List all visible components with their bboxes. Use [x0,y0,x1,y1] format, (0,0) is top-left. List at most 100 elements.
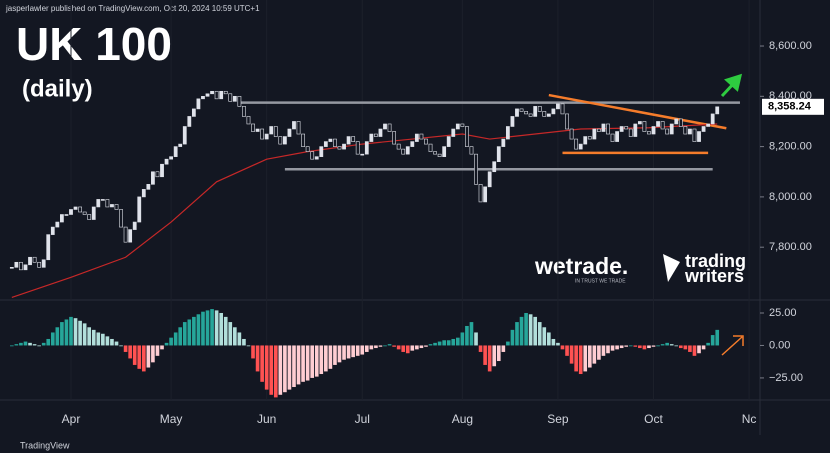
candle [119,209,123,228]
histogram-bar [533,316,538,346]
candle [355,141,360,155]
candle [310,151,315,160]
candle [392,131,397,145]
candle [28,256,32,266]
histogram-bar [210,309,214,346]
candle [255,128,260,132]
candle [360,153,365,156]
candle [219,90,224,100]
histogram-bar [178,327,183,346]
histogram-bar [173,332,178,346]
histogram-bar [260,345,264,382]
histogram-bar [23,341,28,346]
candle [242,106,246,117]
candle [706,123,711,127]
histogram-bar [688,345,692,352]
histogram-bar [264,345,269,390]
candle [465,126,469,147]
candle [505,126,510,140]
histogram-bar [560,345,565,350]
histogram-bar [310,345,315,378]
histogram-bar [55,327,60,346]
histogram-bar [278,345,283,395]
histogram-bar [674,345,679,347]
candle [519,108,524,112]
histogram-bar [251,345,255,359]
histogram-bar [201,311,205,346]
histogram-bar [228,322,233,346]
candle [59,214,64,223]
histogram-bar [651,345,656,347]
x-tick-label: May [160,412,183,426]
histogram-bar [574,345,578,372]
histogram-bar [269,345,274,395]
candle [201,96,205,100]
candle [110,204,114,208]
histogram-bar [64,319,69,346]
candle [378,128,383,137]
candle [314,156,319,160]
candle [105,199,110,208]
candle [128,229,133,243]
histogram-bar [37,345,41,347]
histogram-bar [374,345,378,349]
candle [496,146,501,162]
histogram-bar [656,345,660,347]
histogram-bar [283,345,287,393]
candle [515,108,519,117]
candle [173,146,178,157]
histogram-bar [314,345,319,377]
histogram-bar [328,345,333,369]
candle [182,126,187,145]
candle [82,211,87,215]
candle [460,123,465,127]
candle [132,221,137,230]
histogram-bar [96,332,101,346]
histogram-bar [10,345,14,347]
histogram-bar [164,342,169,346]
histogram-bar [401,345,406,352]
candle [619,126,624,132]
histogram-bar [446,340,451,346]
histogram-bar [119,345,123,347]
histogram-bar [233,327,237,346]
histogram-bar [378,345,383,347]
histogram-bar [628,345,633,347]
candle [14,261,19,268]
candle [41,259,46,268]
histogram-bar [151,345,155,363]
histogram-bar [442,340,446,346]
candle [328,138,333,142]
logo: writers [684,266,744,286]
candle [69,209,73,215]
candle [451,128,456,137]
x-tick-label: Oct [644,412,663,426]
candle [23,264,28,271]
candle [260,128,265,140]
histogram-bar [105,336,110,346]
histogram-bar [615,345,619,350]
histogram-bar [141,345,146,372]
histogram-bar [301,345,305,382]
candle [524,111,528,115]
candle [269,126,274,135]
candle [151,171,155,185]
y-tick-label: 0.00 [769,339,790,351]
candle [428,143,433,152]
candle [164,158,169,165]
candle [137,196,142,223]
candle [556,103,560,110]
histogram-bar [237,332,242,346]
candle [455,123,460,130]
histogram-bar [219,312,223,346]
candle [123,226,128,243]
histogram-bar [460,332,465,346]
candle [9,267,14,269]
candle [301,133,305,147]
histogram-bar [69,316,73,346]
candle [223,90,228,95]
histogram-bar [41,342,46,346]
candle [533,106,538,117]
candle [574,138,579,150]
candle [292,121,296,130]
